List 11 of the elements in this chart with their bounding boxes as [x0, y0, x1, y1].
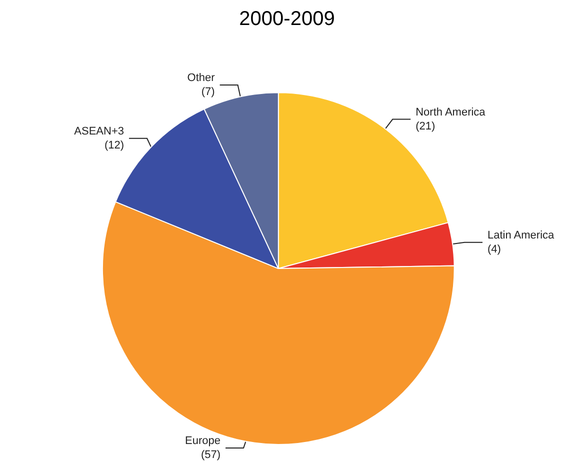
data-label: (21) — [416, 120, 436, 132]
slice-label: Europe — [185, 435, 221, 447]
slice-label: North America — [416, 106, 486, 118]
data-label: (4) — [487, 243, 501, 256]
data-label: (7) — [201, 86, 215, 98]
slice-label: Other — [187, 72, 216, 84]
slice-label: Latin America — [487, 229, 556, 242]
data-label: (12) — [104, 139, 124, 152]
data-label: (57) — [200, 449, 221, 461]
slice-label: ASEAN+3 — [74, 125, 124, 138]
chart-title: 2000-2009 — [239, 8, 335, 30]
